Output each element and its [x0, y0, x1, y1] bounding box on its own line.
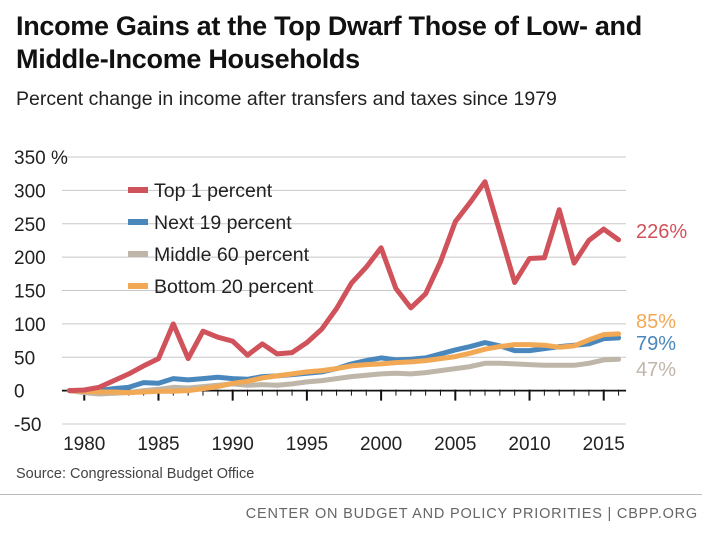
axes: -50 0 50 100 150 200 250 300 350 % 1980 1985 1990 19… [14, 148, 626, 455]
y-tick-label: 350 % [14, 148, 68, 169]
x-tick-label: 1995 [286, 434, 328, 455]
series-line [66, 179, 622, 394]
y-tick-label: 200 [14, 248, 46, 269]
y-tick-label: 250 [14, 215, 46, 236]
end-label: 79% [636, 333, 676, 355]
chart-subtitle: Percent change in income after transfers… [16, 88, 557, 110]
chart-title: Income Gains at the Top Dwarf Those of L… [16, 11, 642, 74]
line-chart: -50 0 50 100 150 200 250 300 350 % 1980 1985 1990 19… [14, 148, 687, 455]
legend-label: Next 19 percent [154, 212, 292, 234]
source-note: Source: Congressional Budget Office [16, 466, 255, 482]
y-tick-label: 100 [14, 315, 46, 336]
footer-divider [0, 494, 702, 495]
end-label: 85% [636, 311, 676, 333]
legend: Top 1 percent Next 19 percent Middle 60 pe… [128, 180, 314, 298]
end-labels: 226% 79% 47% 85% [636, 221, 687, 381]
x-tick-label: 2010 [508, 434, 550, 455]
x-tick-label: 2000 [360, 434, 402, 455]
series-line [66, 331, 622, 396]
footer-credit: CENTER ON BUDGET AND POLICY PRIORITIES |… [245, 506, 698, 522]
y-tick-label: 0 [14, 382, 25, 403]
y-tick-label: -50 [14, 415, 41, 436]
end-label: 47% [636, 359, 676, 381]
x-tick-label: 2015 [583, 434, 625, 455]
x-tick-label: 1980 [63, 434, 105, 455]
legend-label: Bottom 20 percent [154, 276, 314, 298]
end-label: 226% [636, 221, 687, 243]
x-tick-label: 1990 [212, 434, 254, 455]
legend-label: Middle 60 percent [154, 244, 310, 266]
series-lines [66, 179, 622, 397]
x-tick-label: 2005 [434, 434, 476, 455]
x-tick-label: 1985 [137, 434, 179, 455]
legend-label: Top 1 percent [154, 180, 273, 202]
y-tick-label: 150 [14, 282, 46, 303]
y-tick-label: 50 [14, 348, 35, 369]
y-tick-label: 300 [14, 181, 46, 202]
